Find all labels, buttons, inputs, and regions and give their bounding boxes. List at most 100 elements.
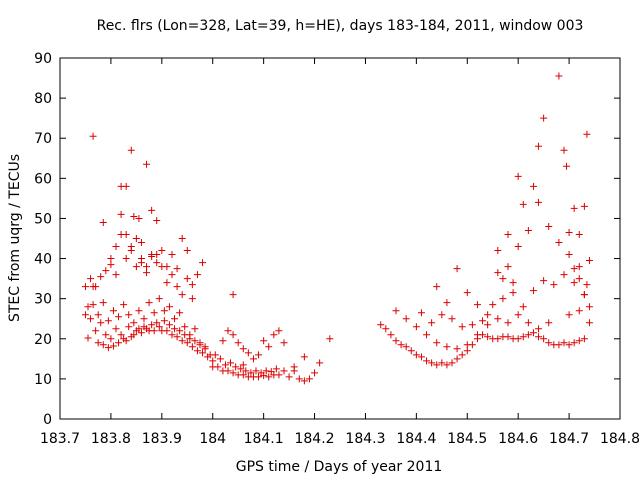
data-point — [463, 347, 471, 355]
data-point — [191, 325, 199, 333]
data-point — [438, 359, 446, 367]
x-tick-label: 183.8 — [91, 431, 131, 447]
data-point — [535, 142, 543, 150]
data-point — [168, 251, 176, 259]
data-point — [565, 228, 573, 236]
data-point — [504, 319, 512, 327]
data-point — [171, 325, 179, 333]
data-point — [92, 283, 100, 291]
data-point — [255, 373, 263, 381]
data-point — [153, 216, 161, 224]
data-point — [117, 331, 125, 339]
data-point — [122, 230, 130, 238]
data-point — [229, 331, 237, 339]
data-point — [535, 333, 543, 341]
data-point — [473, 301, 481, 309]
data-point — [407, 347, 415, 355]
data-point — [89, 132, 97, 140]
data-point — [158, 247, 166, 255]
x-axis-label: GPS time / Days of year 2011 — [236, 459, 443, 475]
data-point — [112, 243, 120, 251]
data-point — [311, 369, 319, 377]
data-point — [183, 339, 191, 347]
data-point — [484, 333, 492, 341]
chart-title: Rec. flrs (Lon=328, Lat=39, h=HE), days … — [97, 18, 584, 34]
data-point — [397, 341, 405, 349]
data-point — [137, 259, 145, 267]
data-point — [188, 281, 196, 289]
data-point — [560, 339, 568, 347]
data-point — [575, 275, 583, 283]
data-point — [295, 375, 303, 383]
data-point — [132, 235, 140, 242]
data-point — [173, 283, 181, 291]
x-tick-label: 184.4 — [396, 431, 436, 447]
data-point — [150, 309, 158, 317]
data-point — [143, 160, 151, 168]
data-point — [524, 331, 532, 339]
y-tick-label: 90 — [34, 51, 52, 67]
data-point — [84, 303, 92, 311]
data-point — [412, 351, 420, 359]
data-point — [109, 342, 117, 350]
data-point — [224, 327, 232, 335]
data-point — [509, 279, 517, 287]
data-point — [155, 323, 163, 331]
data-point — [178, 337, 186, 345]
data-point — [463, 289, 471, 297]
data-point — [509, 289, 517, 297]
data-point — [132, 263, 140, 271]
data-point — [160, 317, 168, 325]
data-point — [176, 309, 184, 317]
data-point — [163, 279, 171, 287]
data-point — [219, 337, 227, 345]
x-tick-label: 184.3 — [345, 431, 385, 447]
data-point — [221, 361, 229, 369]
data-point — [463, 341, 471, 349]
data-point — [176, 327, 184, 335]
data-point — [255, 351, 263, 359]
data-point — [529, 287, 537, 295]
data-point — [402, 315, 410, 323]
data-point — [392, 307, 400, 315]
data-point — [199, 259, 207, 267]
data-point — [150, 327, 158, 335]
data-point — [148, 253, 156, 261]
data-point — [153, 251, 161, 259]
data-point — [575, 337, 583, 345]
data-point — [155, 295, 163, 303]
data-point — [555, 239, 563, 247]
data-point — [122, 337, 130, 345]
data-point — [232, 363, 240, 371]
data-point — [494, 335, 502, 343]
data-point — [137, 329, 145, 337]
data-point — [563, 162, 571, 170]
axes: 183.7 183.8 183.9 184 184.1 184.2 184.3 184.4 18… — [34, 51, 640, 447]
data-point — [135, 214, 143, 222]
data-point — [448, 359, 456, 367]
data-point — [458, 323, 466, 331]
data-point — [423, 331, 431, 339]
data-point — [565, 251, 573, 259]
data-point — [209, 357, 217, 365]
data-point — [165, 303, 173, 311]
data-point — [252, 367, 260, 375]
data-point — [453, 265, 461, 273]
data-point — [229, 369, 237, 377]
data-point — [97, 273, 105, 281]
data-point — [575, 263, 583, 271]
data-point — [524, 226, 532, 234]
data-point — [94, 311, 102, 319]
data-point — [387, 331, 395, 339]
data-point — [272, 365, 280, 373]
data-point — [193, 347, 201, 355]
data-point — [438, 311, 446, 319]
data-point — [285, 373, 293, 381]
y-tick-label: 0 — [43, 412, 52, 428]
data-point — [178, 235, 186, 242]
data-point — [239, 361, 247, 369]
data-point — [239, 345, 247, 353]
data-point — [130, 212, 138, 220]
data-point — [479, 317, 487, 325]
